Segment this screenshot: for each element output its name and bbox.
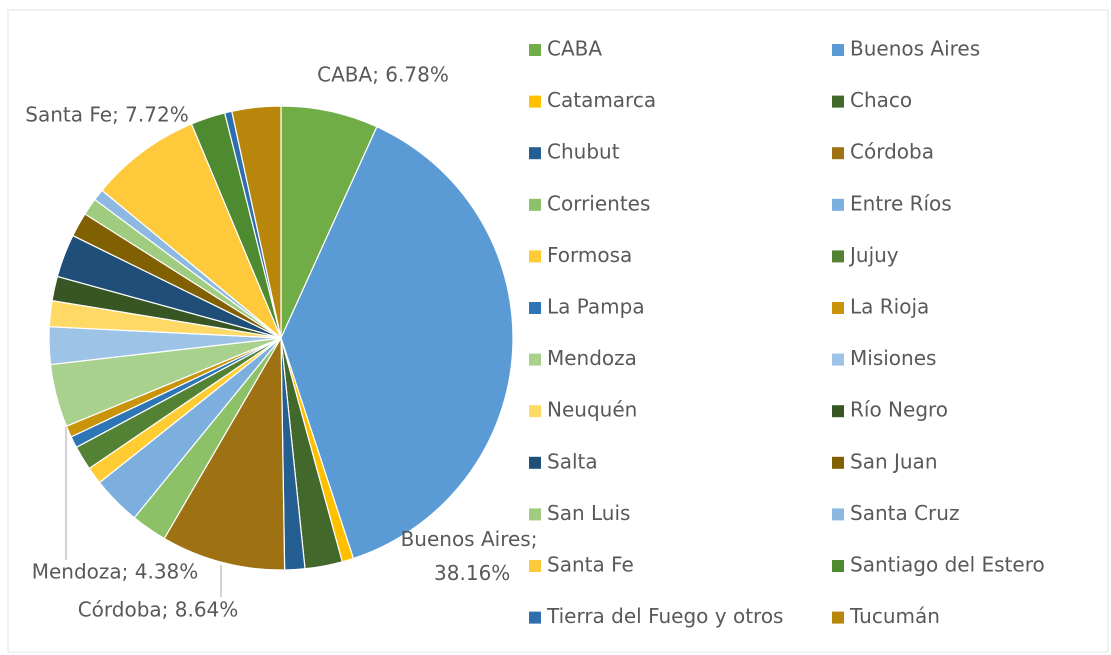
legend-swatch xyxy=(832,198,844,211)
data-label: Santa Fe; 7.72% xyxy=(25,103,188,127)
legend-swatch xyxy=(832,456,844,469)
legend-label: San Luis xyxy=(547,501,630,525)
data-label: CABA; 6.78% xyxy=(317,63,449,87)
legend-label: La Pampa xyxy=(547,295,645,319)
legend-label: Corrientes xyxy=(547,191,650,215)
legend-label: Jujuy xyxy=(848,243,899,267)
legend-label: San Juan xyxy=(850,449,938,473)
legend-label: Entre Ríos xyxy=(850,191,952,215)
legend-swatch xyxy=(832,560,844,572)
legend-label: Santa Fe xyxy=(547,553,634,577)
legend-label: Mendoza xyxy=(547,346,637,370)
legend-label: Chubut xyxy=(547,140,620,164)
legend-swatch xyxy=(832,250,844,263)
data-label: Buenos Aires; 38.16% xyxy=(401,527,538,585)
legend-swatch xyxy=(529,405,541,418)
legend-swatch xyxy=(529,611,541,624)
legend-swatch xyxy=(529,44,541,56)
legend-swatch xyxy=(529,508,541,521)
pie-slice xyxy=(231,105,282,339)
legend-label: Misiones xyxy=(850,346,936,370)
legend-swatch xyxy=(529,95,541,108)
legend-swatch xyxy=(832,405,844,418)
legend-label: Neuquén xyxy=(547,398,637,422)
legend-swatch xyxy=(529,302,541,314)
legend-swatch xyxy=(529,353,541,366)
data-label: Córdoba; 8.64% xyxy=(78,598,239,622)
legend-swatch xyxy=(832,147,844,160)
pie-slice xyxy=(101,123,282,339)
legend-label: Formosa xyxy=(547,243,632,267)
legend-swatch xyxy=(832,508,844,521)
legend-swatch xyxy=(832,611,844,624)
legend-swatch xyxy=(832,353,844,366)
data-label: Mendoza; 4.38% xyxy=(32,560,199,584)
legend-label: Buenos Aires xyxy=(850,37,980,61)
legend-label: Santiago del Estero xyxy=(850,553,1045,577)
legend-swatch xyxy=(529,560,541,572)
pie-slice xyxy=(163,335,286,571)
legend-label: Salta xyxy=(547,449,598,473)
legend-label: La Rioja xyxy=(850,295,929,319)
legend-swatch xyxy=(832,44,844,56)
legend-label: CABA xyxy=(547,37,602,61)
legend-label: Tucumán xyxy=(849,604,940,628)
legend-label: Río Negro xyxy=(850,398,948,422)
legend-swatch xyxy=(832,302,844,314)
legend-label: Córdoba xyxy=(850,140,934,164)
legend-label: Chaco xyxy=(850,88,912,112)
legend-swatch xyxy=(529,198,541,211)
legend-swatch xyxy=(529,456,541,469)
legend-label: Santa Cruz xyxy=(850,501,959,525)
pie-slice xyxy=(280,125,514,560)
legend-swatch xyxy=(529,250,541,263)
legend-swatch xyxy=(529,147,541,160)
legend-swatch xyxy=(832,95,844,108)
legend-label: Catamarca xyxy=(547,88,656,112)
legend-label: Tierra del Fuego y otros xyxy=(546,604,783,628)
